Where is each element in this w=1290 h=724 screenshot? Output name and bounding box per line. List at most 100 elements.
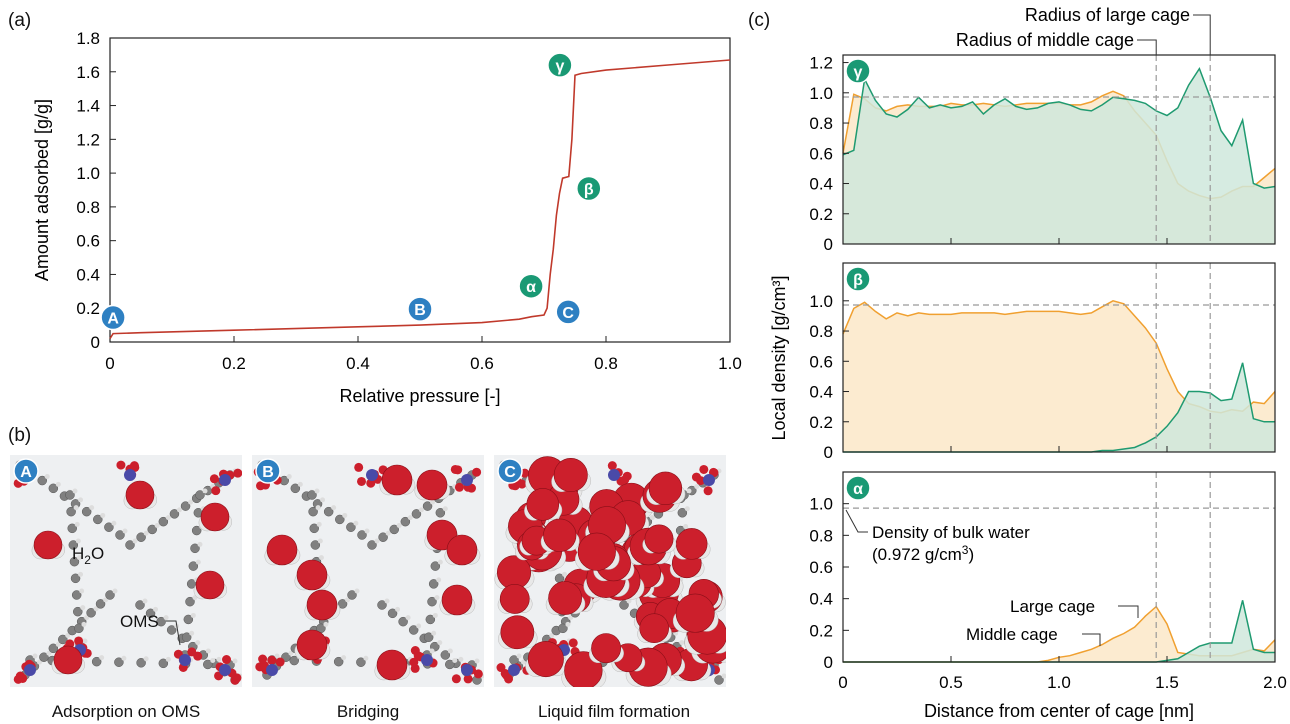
water-oxygen <box>543 518 577 552</box>
framework-hydrogen <box>568 615 574 621</box>
large-cage-profile-fill <box>843 68 1275 244</box>
framework-hydrogen <box>288 650 294 656</box>
framework-atom <box>65 490 75 500</box>
y-tick-label-c: 0.4 <box>809 383 833 402</box>
framework-atom <box>73 606 83 617</box>
framework-oxygen <box>366 478 376 488</box>
framework-hydrogen <box>474 658 480 664</box>
caption-bridging: Bridging <box>336 702 400 721</box>
water-oxygen <box>306 589 338 621</box>
water-oxygen <box>577 532 616 571</box>
framework-hydrogen <box>65 632 71 638</box>
framework-hydrogen <box>122 528 128 534</box>
plot-frame-c <box>842 262 1276 453</box>
framework-atom <box>48 643 59 654</box>
label-oms: OMS <box>120 612 159 631</box>
annotation-middle-cage: Middle cage <box>966 625 1058 644</box>
framework-hydrogen <box>195 559 201 565</box>
marker-label-B: B <box>414 302 426 319</box>
y-tick-label-c: 0.6 <box>809 352 833 371</box>
x-tick-label-a: 0.8 <box>594 354 618 373</box>
framework-atom <box>37 475 47 486</box>
framework-oxygen <box>74 636 84 646</box>
isotherm-chart: 0 0.2 0.4 0.6 0.8 1.0 0 0.2 0.4 0.6 0.8 1.0 1.2 1.4 1.… <box>32 29 742 406</box>
y-tick-label-c: 1.2 <box>809 54 833 73</box>
y-tick-label-c: 0.2 <box>809 621 833 640</box>
framework-hydrogen <box>364 528 370 534</box>
metal-site <box>179 654 191 666</box>
framework-atom <box>367 540 377 550</box>
framework-atom <box>422 501 433 511</box>
middle-cage-profile-line <box>842 90 1276 200</box>
snapshot-panel-b: B <box>252 455 484 687</box>
snapshot-image-c: C <box>494 456 726 687</box>
framework-hydrogen <box>89 505 95 511</box>
marker-label-α: α <box>526 279 536 296</box>
y-tick-label-a: 0.6 <box>76 232 100 251</box>
framework-atom <box>181 632 192 642</box>
framework-hydrogen <box>684 506 690 512</box>
y-tick-label-c: 0.8 <box>809 322 833 341</box>
framework-hydrogen <box>189 630 195 636</box>
framework-hydrogen <box>274 653 280 659</box>
water-oxygen <box>376 649 408 681</box>
framework-hydrogen <box>431 630 437 636</box>
subplot-marker-label: α <box>853 481 863 498</box>
framework-hydrogen <box>354 588 360 594</box>
large-cage-profile-line <box>843 600 1275 663</box>
y-tick-label-a: 0.4 <box>76 265 100 284</box>
framework-atom <box>39 652 49 662</box>
y-tick-label-a: 1.4 <box>76 97 100 116</box>
framework-atom <box>377 600 387 610</box>
framework-hydrogen <box>216 656 222 662</box>
x-tick-label-a: 0 <box>105 354 114 373</box>
metal-site <box>219 664 231 676</box>
framework-hydrogen <box>202 488 208 494</box>
framework-oxygen <box>267 655 277 665</box>
subplot-marker-label: γ <box>854 64 863 81</box>
marker-label-β: β <box>584 181 594 198</box>
y-tick-label-c: 0.8 <box>809 526 833 545</box>
framework-hydrogen <box>232 658 238 664</box>
framework-hydrogen <box>80 605 86 611</box>
framework-hydrogen <box>395 606 401 612</box>
framework-atom <box>411 509 422 519</box>
framework-hydrogen <box>55 481 61 487</box>
framework-hydrogen <box>315 505 321 511</box>
leader-middle-cage <box>1082 633 1101 646</box>
framework-atom <box>619 600 629 610</box>
framework-hydrogen <box>405 615 411 621</box>
framework-hydrogen <box>72 488 78 494</box>
framework-atom <box>347 590 357 600</box>
framework-hydrogen <box>447 648 453 654</box>
framework-hydrogen <box>683 524 689 530</box>
framework-hydrogen <box>74 521 80 527</box>
framework-atom <box>156 616 166 627</box>
framework-hydrogen <box>437 559 443 565</box>
framework-atom <box>323 506 334 517</box>
framework-atom <box>408 625 419 635</box>
framework-atom <box>356 657 366 667</box>
water-oxygen <box>381 464 413 496</box>
y-tick-label-c: 0.4 <box>809 590 833 609</box>
snapshot-marker-label: B <box>262 464 274 481</box>
snapshot-image-a: H2O OMS A <box>13 458 242 685</box>
framework-hydrogen <box>84 615 90 621</box>
framework-atom <box>190 543 200 554</box>
framework-atom <box>86 608 96 618</box>
framework-hydrogen <box>452 657 458 663</box>
framework-hydrogen <box>46 650 52 656</box>
y-tick-label-c: 0 <box>824 235 833 254</box>
framework-hydrogen <box>345 597 351 603</box>
y-tick-label-a: 0.8 <box>76 198 100 217</box>
framework-atom <box>308 506 318 517</box>
framework-hydrogen <box>374 538 380 544</box>
framework-oxygen <box>620 475 630 485</box>
framework-hydrogen <box>626 598 632 604</box>
framework-atom <box>58 634 68 645</box>
isotherm-line <box>109 59 731 340</box>
x-tick-label-c: 1.0 <box>1047 673 1071 692</box>
framework-hydrogen <box>407 515 413 521</box>
framework-hydrogen <box>314 488 320 494</box>
metal-site <box>508 664 520 676</box>
